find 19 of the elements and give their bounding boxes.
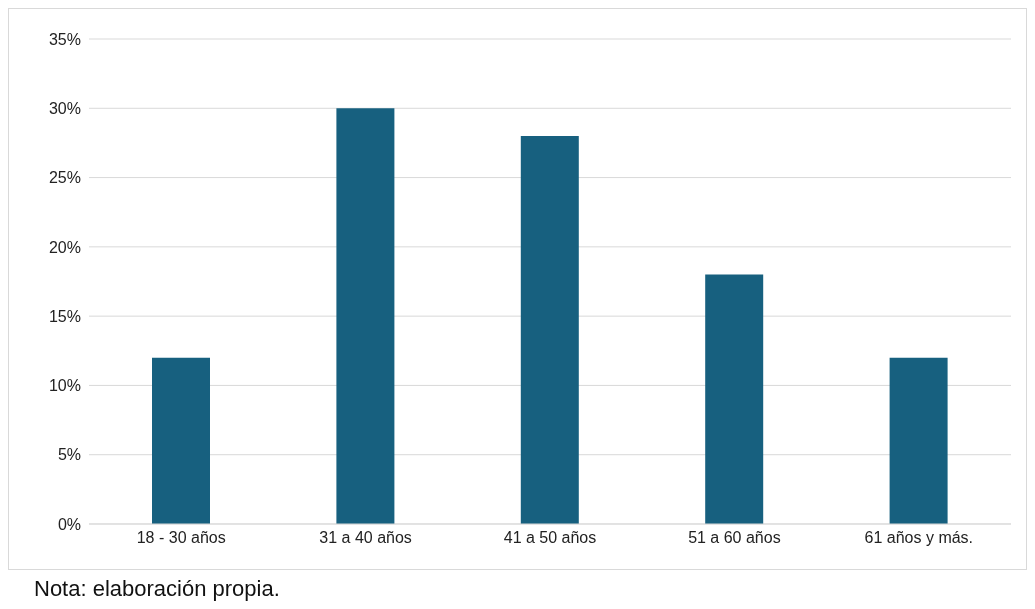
bar [336, 108, 395, 524]
y-tick-label: 30% [48, 99, 81, 117]
y-tick-label: 20% [48, 238, 81, 256]
bar [705, 274, 764, 524]
bar [520, 136, 579, 524]
y-tick-label: 15% [48, 307, 81, 325]
bar [889, 357, 948, 524]
x-tick-label: 41 a 50 años [503, 529, 597, 547]
y-tick-label: 5% [57, 446, 81, 464]
text: Nota: elaboración propia. [34, 576, 281, 602]
x-tick-label: 61 años y más. [864, 529, 974, 547]
x-tick-label: 51 a 60 años [688, 529, 781, 547]
x-tick-label: 31 a 40 años [319, 529, 412, 547]
y-tick-label: 10% [48, 377, 81, 395]
x-tick-label: 18 - 30 años [136, 529, 226, 547]
y-tick-label: 25% [48, 169, 81, 187]
y-tick-label: 0% [57, 515, 81, 533]
bar [152, 357, 210, 524]
y-tick-label: 35% [48, 30, 81, 48]
